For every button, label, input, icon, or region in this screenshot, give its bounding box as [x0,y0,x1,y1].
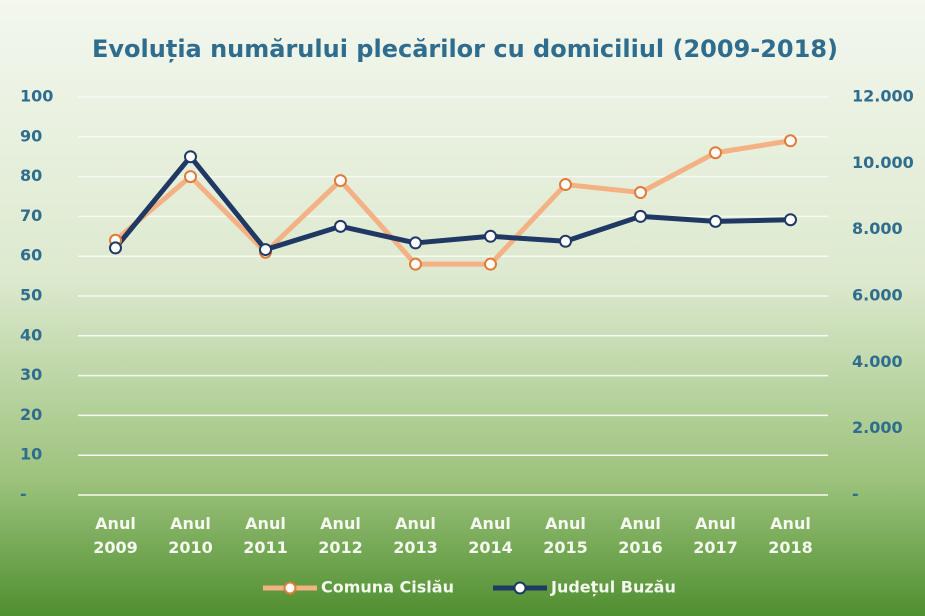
x-tick-label: Anul 2016 [618,514,663,557]
x-tick-label: Anul 2018 [768,514,813,557]
y-tick-label: 100 [20,87,53,106]
data-point [334,174,347,188]
x-tick-label: Anul 2015 [543,514,588,557]
legend-marker [283,581,297,595]
x-tick-label: Anul 2010 [168,514,213,557]
y2-tick-label: 4.000 [852,352,903,371]
y-tick-label: 10 [20,445,42,464]
y-tick-label: 70 [20,206,42,225]
legend-label: Comuna Cislău [321,578,454,597]
y-tick-label: 40 [20,325,42,344]
data-point [709,214,722,228]
y-tick-label: 80 [20,166,42,185]
y2-tick-label: 10.000 [852,153,914,172]
data-point [184,170,197,184]
data-point [559,234,572,248]
data-point [634,186,647,200]
data-point [184,150,197,164]
data-point [784,213,797,227]
chart-title: Evoluția numărului plecărilor cu domicil… [92,35,838,63]
data-point [484,257,497,271]
legend-marker [513,581,527,595]
data-point [334,219,347,233]
legend-label: Județul Buzău [550,578,676,597]
y2-tick-label: 8.000 [852,219,903,238]
data-point [484,229,497,243]
y-tick-label: 50 [20,286,42,305]
y-tick-label: 90 [20,126,42,145]
y2-tick-label: 6.000 [852,286,903,305]
data-point [259,243,272,257]
data-point [109,241,122,255]
y2-tick-label: 2.000 [852,418,903,437]
data-point [709,146,722,160]
x-tick-label: Anul 2013 [393,514,438,557]
y2-tick-label: 12.000 [852,87,914,106]
x-tick-label: Anul 2009 [93,514,138,557]
x-tick-label: Anul 2011 [243,514,288,557]
data-point [559,178,572,192]
x-tick-label: Anul 2017 [693,514,738,557]
y-tick-label: 20 [20,405,42,424]
series-line [113,154,791,253]
x-tick-label: Anul 2014 [468,514,513,557]
y2-tick-label: - [852,485,859,504]
series-line [113,138,791,267]
data-point [409,257,422,271]
y-tick-label: 30 [20,365,42,384]
data-point [634,209,647,223]
data-point [409,236,422,250]
data-point [784,134,797,148]
y-tick-label: 60 [20,246,42,265]
x-tick-label: Anul 2012 [318,514,363,557]
y-tick-label: - [20,485,27,504]
